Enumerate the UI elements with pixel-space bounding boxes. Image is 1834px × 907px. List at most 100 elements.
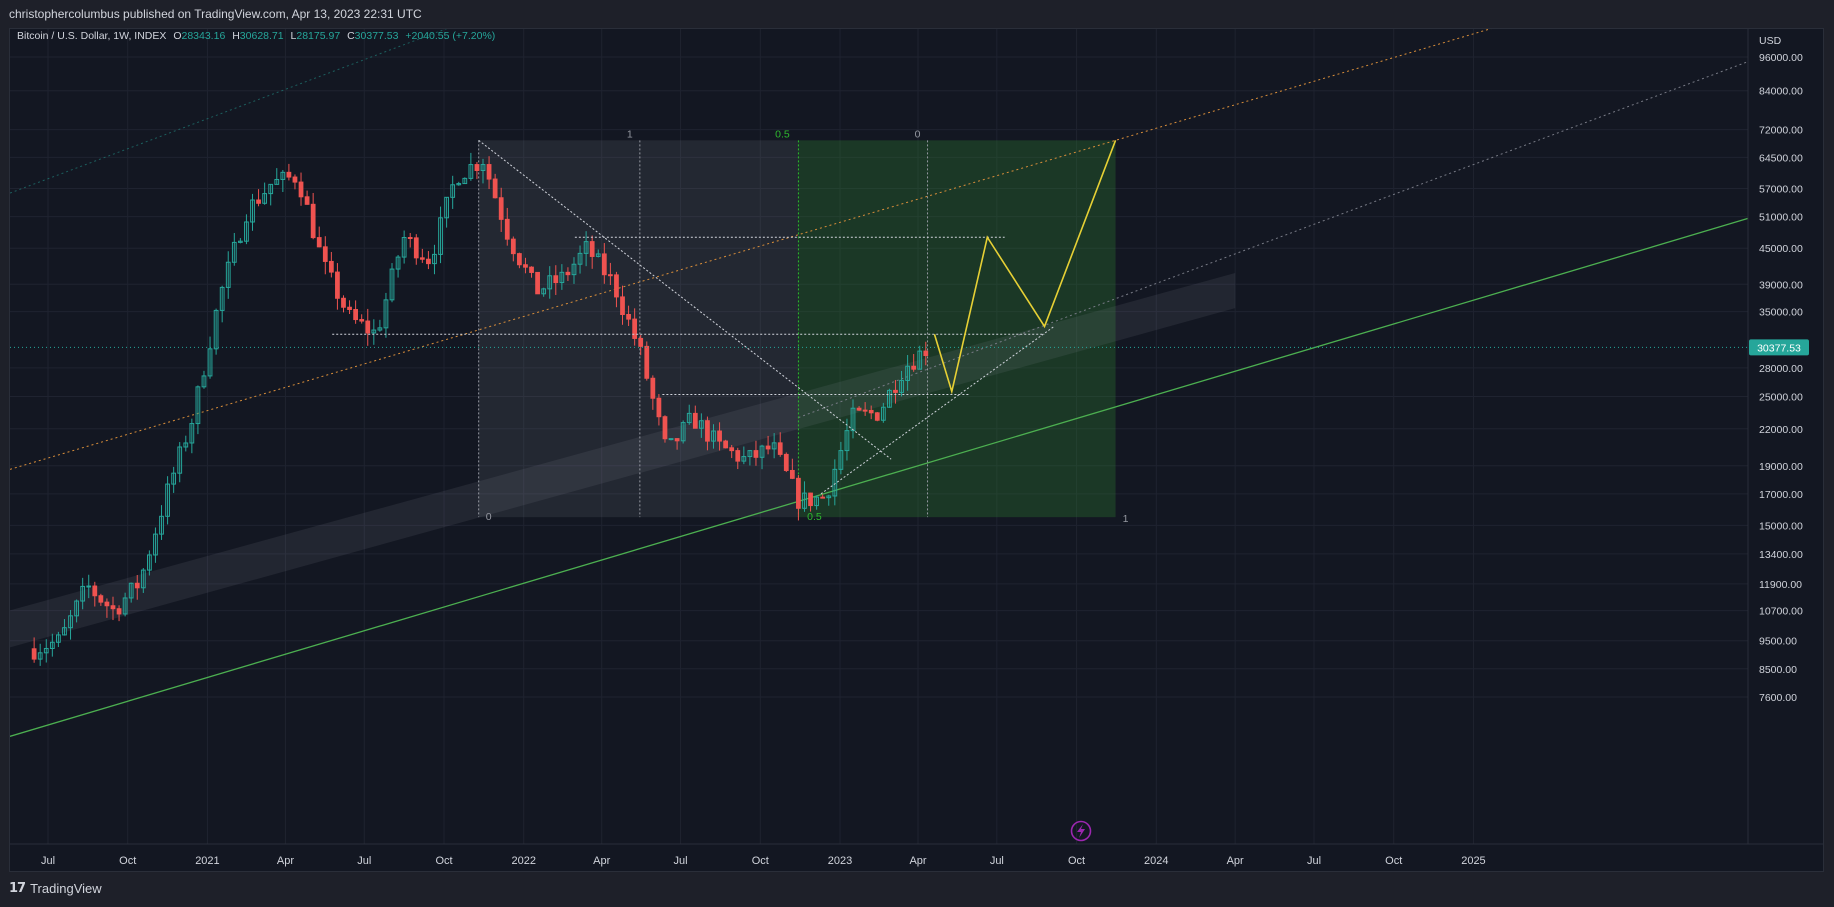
candle-body <box>250 199 255 223</box>
candle <box>49 633 55 657</box>
open-label: O <box>173 30 181 42</box>
lightning-icon[interactable] <box>1070 820 1092 842</box>
candle <box>116 605 122 622</box>
candle-body <box>668 438 674 441</box>
candle <box>328 251 334 278</box>
close-value: 30377.53 <box>355 30 399 42</box>
candle <box>231 232 237 266</box>
candle-body <box>80 585 86 602</box>
candle-body <box>347 306 352 311</box>
price-tick-label: 51000.00 <box>1759 212 1803 224</box>
top-bar: christophercolumbus published on Trading… <box>0 0 1834 28</box>
candle-body <box>371 329 377 334</box>
price-tick-label: 15000.00 <box>1759 520 1803 532</box>
candle-body <box>413 237 419 259</box>
candle-body <box>335 271 340 299</box>
candle-body <box>796 477 801 509</box>
candle-body <box>650 377 656 399</box>
candle-body <box>86 585 92 588</box>
candle <box>777 432 783 457</box>
candle <box>650 375 656 410</box>
chart-area[interactable]: 1 0.5 0 0 0.5 1 Bitcoin / U.S. Dollar, 1W, IN… <box>9 28 1824 872</box>
candle-body <box>480 164 486 172</box>
candle-body <box>601 253 607 276</box>
candle-body <box>923 350 929 357</box>
candle-body <box>717 430 722 442</box>
price-axis[interactable]: USD 96000.00 84000.00 72000.00 64500.00 5700… <box>1747 29 1823 844</box>
time-tick-label: 2025 <box>1461 855 1485 867</box>
candle-body <box>917 350 923 370</box>
time-tick-label: 2024 <box>1144 855 1168 867</box>
candle <box>98 593 104 606</box>
candle <box>517 252 522 269</box>
candle-body <box>68 615 73 629</box>
candle-body <box>237 240 243 243</box>
candle-body <box>899 379 904 393</box>
candle-body <box>122 597 128 615</box>
candle <box>426 251 431 270</box>
chart-svg[interactable]: 1 0.5 0 0 0.5 1 Bitcoin / U.S. Dollar, 1W, IN… <box>10 29 1823 871</box>
candle <box>68 609 73 640</box>
candle <box>147 550 152 576</box>
candle <box>80 577 86 610</box>
candle <box>571 257 577 284</box>
candle <box>893 380 898 404</box>
price-tick-label: 7600.00 <box>1759 692 1797 704</box>
candle <box>686 404 692 425</box>
candle <box>783 452 789 473</box>
candle-body <box>880 406 886 421</box>
candle-body <box>353 309 358 321</box>
candle <box>104 598 110 618</box>
candle-body <box>850 407 856 432</box>
candle-body <box>765 445 771 450</box>
candle <box>601 243 607 284</box>
fib-label: 0.5 <box>775 128 790 140</box>
candle-body <box>577 252 583 265</box>
price-tick-label: 10700.00 <box>1759 606 1803 618</box>
candle-body <box>140 569 146 589</box>
candle-body <box>741 456 747 462</box>
candle <box>419 248 425 263</box>
candle-body <box>462 177 468 185</box>
candle <box>171 466 177 493</box>
candle-body <box>723 440 729 449</box>
candle-body <box>153 533 158 556</box>
projection-path <box>933 140 1117 395</box>
candle-body <box>432 253 437 265</box>
candle <box>735 447 741 470</box>
candle <box>304 190 310 205</box>
candle-body <box>444 196 449 219</box>
upper-trend-line <box>10 29 448 194</box>
candle-body <box>165 483 170 517</box>
candle <box>298 172 304 206</box>
candle-body <box>395 256 401 270</box>
candle-body <box>407 237 413 240</box>
candle-body <box>705 420 710 442</box>
candle-body <box>474 164 480 172</box>
open-value: 28343.16 <box>181 30 225 42</box>
candle <box>814 495 819 510</box>
price-tick-label: 25000.00 <box>1759 392 1803 404</box>
candle-body <box>565 271 571 276</box>
currency-label: USD <box>1759 35 1782 47</box>
candle <box>692 405 698 429</box>
candle-body <box>201 375 207 388</box>
time-axis[interactable]: Jul Oct 2021 Apr Jul Oct 2022 Apr Jul Oct 2023 Apr J… <box>10 843 1823 871</box>
candle <box>207 336 213 379</box>
candle-body <box>644 345 650 379</box>
channel-band <box>10 273 1236 648</box>
candle <box>535 271 540 295</box>
candle <box>262 182 268 205</box>
last-price-value: 30377.53 <box>1757 342 1801 354</box>
candle <box>195 385 201 435</box>
bottom-bar: 17 TradingView <box>0 872 1834 907</box>
candle-body <box>838 450 844 470</box>
candle-body <box>256 199 261 204</box>
candle-body <box>468 164 474 179</box>
candle-body <box>759 445 765 458</box>
candle <box>802 481 807 512</box>
time-tick-label: Apr <box>909 855 926 867</box>
candle-body <box>802 492 807 509</box>
tradingview-brand[interactable]: 17 TradingView <box>9 881 102 896</box>
candle <box>213 308 219 355</box>
